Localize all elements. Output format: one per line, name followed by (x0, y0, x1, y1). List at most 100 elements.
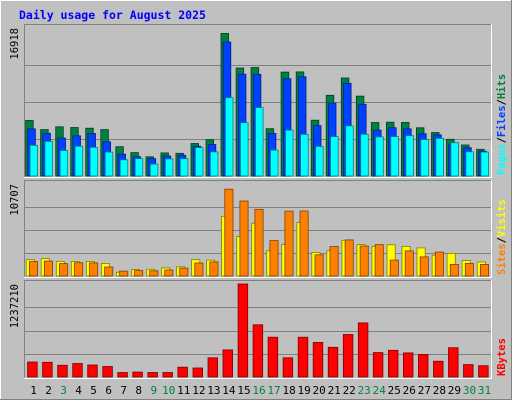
x-label-day-14: 14 (222, 384, 236, 397)
bar-pages-9 (149, 163, 159, 177)
bar-pages-29 (450, 142, 459, 177)
legend-hits: Hits (496, 74, 508, 99)
legend-hits-files-pages: Pages/Files/Hits (496, 74, 508, 175)
bar-pages-25 (390, 136, 399, 177)
legend-separator: / (496, 137, 508, 143)
bar-pages-14 (224, 97, 234, 177)
chart-panels: 16918Pages/Files/Hits10707Sites/Visits12… (9, 24, 508, 379)
bar-kbytes-22 (342, 334, 354, 378)
bar-pages-19 (300, 133, 309, 177)
bar-kbytes-3 (57, 364, 68, 378)
bar-kbytes-13 (207, 357, 219, 378)
bar-pages-4 (74, 145, 84, 177)
bar-pages-5 (89, 146, 99, 177)
bar-pages-13 (209, 151, 219, 177)
bar-pages-22 (345, 125, 354, 177)
bar-kbytes-28 (433, 360, 444, 378)
bar-sites-9 (149, 270, 159, 277)
x-label-day-12: 12 (192, 384, 205, 397)
bar-sites-16 (254, 208, 264, 277)
bar-pages-28 (435, 137, 444, 177)
bar-sites-13 (209, 261, 219, 277)
bar-sites-3 (59, 263, 69, 277)
x-label-day-19: 19 (297, 384, 310, 397)
bar-pages-15 (240, 122, 249, 177)
bar-pages-8 (134, 158, 144, 177)
bar-sites-2 (44, 260, 54, 277)
bar-sites-27 (419, 256, 429, 277)
bar-kbytes-10 (162, 372, 173, 378)
x-label-day-20: 20 (312, 384, 325, 397)
legend-files: Files (496, 105, 508, 137)
x-label-day-8: 8 (135, 384, 142, 397)
bar-sites-11 (179, 267, 189, 277)
x-label-day-21: 21 (328, 384, 341, 397)
x-label-day-2: 2 (45, 384, 52, 397)
legend-separator: / (496, 237, 508, 243)
bar-sites-30 (464, 262, 474, 277)
bar-kbytes-6 (102, 366, 113, 378)
bar-sites-20 (314, 254, 324, 277)
series-kbytes (27, 283, 489, 378)
bar-sites-1 (28, 261, 38, 277)
bar-kbytes-1 (27, 361, 38, 378)
x-label-day-22: 22 (343, 384, 356, 397)
x-label-day-31: 31 (478, 384, 491, 397)
y-max-label: 1237210 (9, 284, 21, 328)
x-label-day-10: 10 (162, 384, 175, 397)
y-max-label: 10707 (9, 184, 21, 216)
y-max-label: 16918 (9, 28, 21, 60)
bar-sites-29 (449, 263, 459, 277)
bar-sites-23 (359, 245, 369, 277)
bar-kbytes-30 (463, 364, 474, 378)
bar-kbytes-23 (357, 322, 369, 378)
panel-visits-sites: 10707 Sites/Visits (9, 180, 508, 278)
bar-kbytes-11 (177, 366, 188, 378)
bar-kbytes-12 (192, 367, 204, 378)
bar-sites-31 (479, 263, 489, 277)
x-label-day-23: 23 (358, 384, 371, 397)
bar-kbytes-2 (42, 361, 53, 378)
x-label-day-18: 18 (282, 384, 295, 397)
bar-pages-26 (405, 135, 414, 177)
legend-pages: Pages (496, 143, 508, 175)
bar-kbytes-19 (297, 336, 309, 378)
bar-sites-15 (239, 200, 249, 277)
bar-pages-3 (59, 150, 69, 177)
bar-sites-8 (134, 270, 144, 277)
bar-kbytes-17 (267, 336, 279, 378)
x-label-day-9: 9 (150, 384, 157, 397)
x-axis-labels: 1 2 3 4 5 6 7 8 9 10 11 12 13 14 15 16 17 18 19 20 21 22 23 24 2… (30, 384, 491, 397)
bar-sites-25 (389, 259, 399, 277)
x-label-day-4: 4 (75, 384, 82, 397)
bar-pages-2 (44, 140, 53, 177)
bar-sites-18 (284, 210, 294, 277)
bar-sites-26 (404, 250, 414, 277)
x-label-day-3: 3 (60, 384, 67, 397)
bar-kbytes-15 (237, 283, 249, 378)
bar-sites-19 (299, 210, 309, 277)
x-label-day-28: 28 (433, 384, 446, 397)
x-label-day-5: 5 (90, 384, 97, 397)
bar-sites-5 (89, 262, 99, 277)
bar-kbytes-16 (252, 324, 264, 378)
legend-separator: / (496, 99, 508, 105)
bar-kbytes-26 (402, 352, 414, 378)
series-sites (28, 188, 489, 277)
bar-pages-16 (255, 107, 264, 177)
bar-sites-22 (344, 239, 354, 277)
bar-sites-21 (329, 246, 339, 277)
bar-pages-30 (465, 151, 474, 177)
bar-kbytes-27 (417, 353, 429, 378)
chart-title: Daily usage for August 2025 (19, 8, 206, 22)
bar-pages-18 (285, 129, 294, 177)
bar-sites-4 (74, 262, 84, 277)
series-pages (29, 97, 489, 177)
x-label-day-24: 24 (373, 384, 387, 397)
x-label-day-25: 25 (388, 384, 401, 397)
bar-pages-6 (104, 151, 114, 177)
legend-visits-sites: Sites/Visits (496, 199, 508, 275)
x-label-day-6: 6 (105, 384, 112, 397)
bar-pages-21 (330, 136, 339, 177)
